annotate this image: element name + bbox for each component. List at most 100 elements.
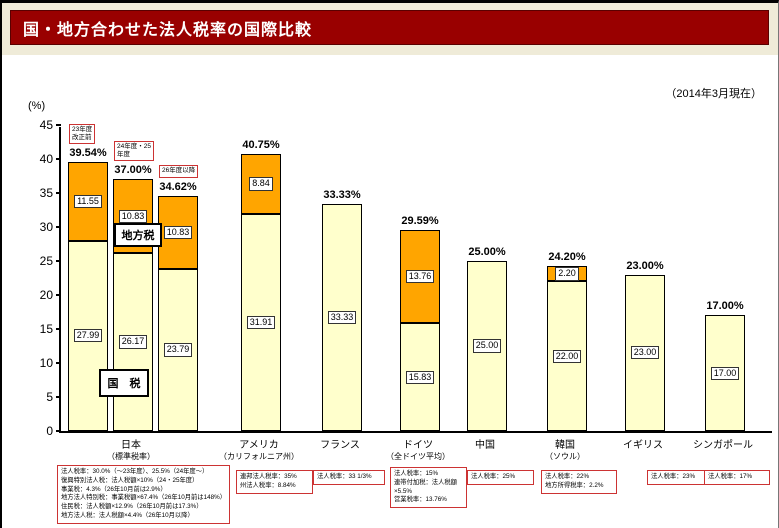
- y-tick-mark: [56, 430, 61, 432]
- total-rate-label: 17.00%: [706, 300, 744, 313]
- footnote-box-フランス: 法人税率：33 1/3%: [313, 470, 385, 485]
- total-rate-label: 37.00%: [114, 164, 152, 177]
- footnote-line: 法人税率：25%: [471, 473, 516, 480]
- legend-national-tax-label: 国 税: [99, 369, 149, 397]
- bar-韓国-7: 2.20 22.00 24.20%: [547, 251, 587, 431]
- total-rate-label: 23.00%: [626, 259, 664, 272]
- footnote-line: 地方所得税率：2.2%: [545, 481, 604, 489]
- national-tax-value: 22.00: [552, 349, 582, 363]
- national-tax-value: 17.00: [710, 366, 740, 380]
- local-tax-value: 11.55: [74, 194, 102, 209]
- footnote-box-日本: 法人税率：30.0%（～23年度）、25.5%（24年度～） 復興特別法人税：法人…: [57, 465, 230, 524]
- footnote-box-シンガポール: 法人税率：17%: [704, 470, 770, 485]
- y-tick-label: 5: [46, 390, 53, 404]
- bar-日本-0: 11.55 27.99 39.54% 23年度 改正前: [68, 123, 108, 431]
- national-tax-value: 26.17: [118, 335, 148, 349]
- date-note: （2014年3月現在）: [665, 88, 762, 100]
- total-rate-label: 34.62%: [159, 180, 197, 193]
- y-tick-mark: [56, 260, 61, 262]
- country-sublabel: （標準税率）: [107, 452, 155, 461]
- footnote-line: 復興特別法人税：法人税額×10%（24・25年度）: [61, 476, 199, 484]
- local-tax-value: 8.84: [249, 177, 273, 191]
- y-tick-label: 0: [46, 424, 53, 438]
- x-axis-label-3: ドイツ （全ドイツ平均）: [363, 436, 473, 462]
- national-tax-segment: 31.91: [241, 214, 281, 431]
- national-tax-value: 23.00: [630, 346, 660, 360]
- footnote-line: 地方法人税：法人税額×4.4%（26年10月以降）: [61, 512, 194, 520]
- footnote-box-ドイツ: 法人税率：15% 連帯付加税：法人税額×5.5% 営業税率：13.76%: [390, 467, 467, 509]
- x-axis-label-7: シンガポール: [668, 436, 778, 451]
- local-tax-segment: 11.55: [68, 162, 108, 241]
- country-name: ドイツ: [403, 440, 433, 451]
- national-tax-segment: 17.00: [705, 315, 745, 431]
- fiscal-year-callout: 24年度・25 年度: [114, 141, 154, 162]
- local-tax-segment: 13.76: [400, 229, 440, 324]
- footnote-line: 連邦法人税率：35%: [240, 473, 297, 480]
- footnote-box-イギリス: 法人税率：23%: [647, 470, 706, 485]
- bar-中国-6: 25.00 25.00%: [467, 246, 507, 431]
- bar-ドイツ-5: 13.76 15.83 29.59%: [400, 215, 440, 431]
- local-tax-segment: 10.83: [158, 195, 198, 270]
- footnote-line: 法人税率：30.0%（～23年度）、25.5%（24年度～）: [61, 468, 209, 475]
- national-tax-segment: 25.00: [467, 261, 507, 431]
- national-tax-segment: 22.00: [547, 281, 587, 431]
- footnote-line: 住民税：法人税額×12.9%（26年10月前は17.3%）: [61, 503, 203, 511]
- national-tax-segment: 33.33: [322, 204, 362, 431]
- x-axis-label-4: 中国: [430, 436, 540, 451]
- national-tax-value: 25.00: [472, 339, 502, 353]
- y-tick-label: 40: [39, 152, 53, 166]
- national-tax-value: 15.83: [405, 370, 435, 384]
- country-name: フランス: [320, 440, 360, 451]
- bar-フランス-4: 33.33 33.33%: [322, 189, 362, 431]
- total-rate-label: 29.59%: [401, 214, 439, 227]
- country-sublabel: （全ドイツ平均）: [386, 452, 450, 461]
- national-tax-value: 33.33: [327, 311, 357, 325]
- x-axis-labels: 日本 （標準税率） アメリカ （カリフォルニア州） フランス ドイツ （全ドイツ平均） 中国韓…: [59, 436, 772, 468]
- total-rate-label: 33.33%: [323, 189, 361, 202]
- y-tick-label: 25: [39, 254, 53, 268]
- y-tick-label: 45: [39, 118, 53, 132]
- bar-イギリス-8: 23.00 23.00%: [625, 260, 665, 431]
- y-tick-mark: [56, 294, 61, 296]
- country-name: 韓国: [555, 440, 575, 451]
- footnote-line: 法人税率：22%: [545, 473, 590, 480]
- x-axis-label-2: フランス: [285, 436, 395, 451]
- x-axis-label-6: イギリス: [588, 436, 698, 451]
- bar-日本-2: 10.83 23.79 34.62% 26年度以降: [158, 165, 199, 431]
- y-tick-label: 35: [39, 186, 53, 200]
- national-tax-segment: 27.99: [68, 240, 108, 431]
- national-tax-value: 31.91: [246, 315, 276, 330]
- page-title-text: 国・地方合わせた法人税率の国際比較: [23, 21, 313, 39]
- footnote-line: 法人税率：15%: [394, 470, 439, 477]
- total-rate-label: 25.00%: [468, 246, 506, 258]
- local-tax-segment: 2.20: [547, 266, 587, 282]
- national-tax-value: 27.99: [73, 329, 103, 343]
- footnote-line: 連帯付加税：法人税額×5.5%: [394, 478, 457, 495]
- country-sublabel: （カリフォルニア州）: [219, 452, 299, 461]
- y-tick-mark: [56, 396, 61, 398]
- country-name: 中国: [475, 440, 495, 451]
- bar-日本-1: 10.83 26.17 37.00% 24年度・25 年度: [113, 141, 154, 431]
- national-tax-segment: 23.00: [625, 274, 665, 431]
- national-tax-segment: 23.79: [158, 269, 198, 431]
- local-tax-value: 10.83: [118, 209, 148, 223]
- footnote-box-アメリカ: 連邦法人税率：35% 州法人税率：8.84%: [236, 470, 313, 494]
- y-tick-label: 30: [39, 220, 53, 234]
- footnote-line: 営業税率：13.76%: [394, 496, 447, 504]
- country-name: アメリカ: [239, 440, 279, 451]
- footnote-line: 州法人税率：8.84%: [240, 481, 296, 489]
- footnote-line: 法人税率：23%: [651, 473, 696, 480]
- local-tax-segment: 8.84: [241, 153, 281, 215]
- plot-area: 地方税 国 税 0 5 10 15 20 25 30 35 40 45 11.55 27.99 39.5…: [40, 118, 772, 438]
- footnote-line: 地方法人特別税：事業税額×67.4%（26年10月前は148%）: [61, 494, 226, 502]
- y-axis-unit-label: (%): [28, 100, 46, 112]
- fiscal-year-callout: 26年度以降: [159, 165, 199, 178]
- y-tick-mark: [56, 328, 61, 330]
- page-title: 国・地方合わせた法人税率の国際比較: [10, 10, 769, 45]
- y-tick-label: 10: [39, 356, 53, 370]
- y-tick-mark: [56, 124, 61, 126]
- country-name: イギリス: [623, 440, 663, 451]
- national-tax-segment: 26.17: [113, 253, 153, 431]
- y-tick-label: 20: [39, 288, 53, 302]
- local-tax-value: 2.20: [555, 267, 579, 281]
